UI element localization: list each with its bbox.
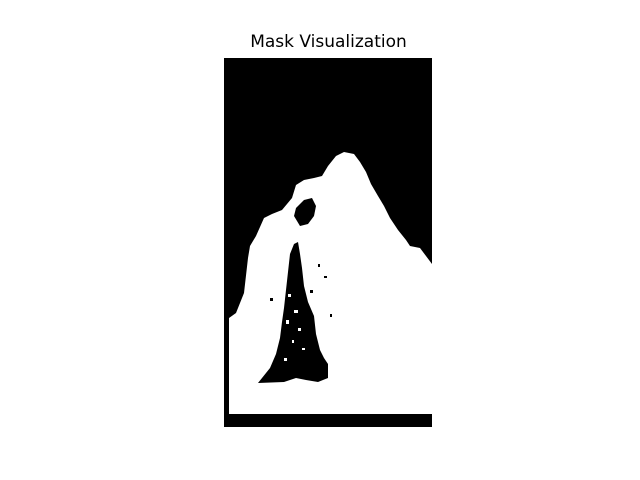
mask-dark-figure [258, 242, 328, 383]
mask-fleck [330, 314, 332, 317]
mask-fleck [270, 298, 273, 301]
mask-speckle [298, 328, 301, 331]
mask-speckle [286, 320, 289, 324]
mask-dark-pocket [294, 198, 316, 226]
mask-fleck [318, 264, 320, 267]
mask-fleck [324, 276, 327, 278]
mask-speckle [292, 340, 294, 343]
figure-title: Mask Visualization [250, 32, 407, 52]
mask-speckle [302, 348, 305, 350]
mask-speckle [294, 310, 298, 313]
mask-speckle [288, 294, 291, 297]
mask-image [224, 58, 432, 427]
mask-fleck [310, 290, 313, 293]
mask-speckle [284, 358, 287, 361]
